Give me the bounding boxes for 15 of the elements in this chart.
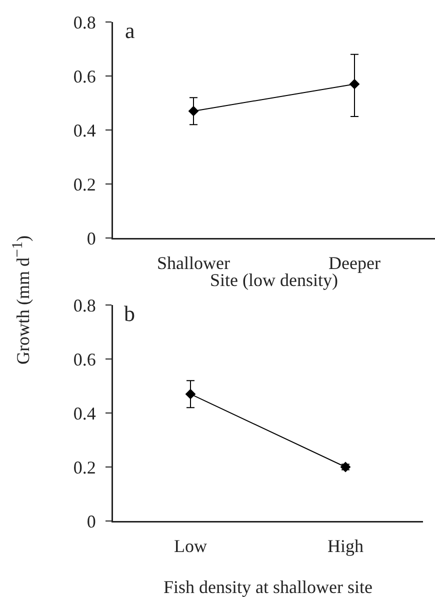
y-tick-label: 0.8 xyxy=(73,295,96,316)
annotation: b xyxy=(124,301,135,326)
y-tick-label: 0.2 xyxy=(73,174,96,194)
x-tick-label: Low xyxy=(174,536,207,556)
y-tick-label: 0.4 xyxy=(73,403,96,424)
y-tick-label: 0.6 xyxy=(73,349,96,370)
x-tick-label: High xyxy=(328,536,364,556)
y-tick-label: 0 xyxy=(86,228,96,248)
y-tick-label: 0.2 xyxy=(73,457,96,478)
y-tick-label: 0.4 xyxy=(73,120,96,140)
y-tick-label: 0.6 xyxy=(73,66,96,86)
annotation: a xyxy=(125,18,135,43)
y-tick-label: 0.8 xyxy=(73,12,96,32)
x-axis-title: Fish density at shallower site xyxy=(164,577,372,597)
y-tick-label: 0 xyxy=(86,511,96,532)
